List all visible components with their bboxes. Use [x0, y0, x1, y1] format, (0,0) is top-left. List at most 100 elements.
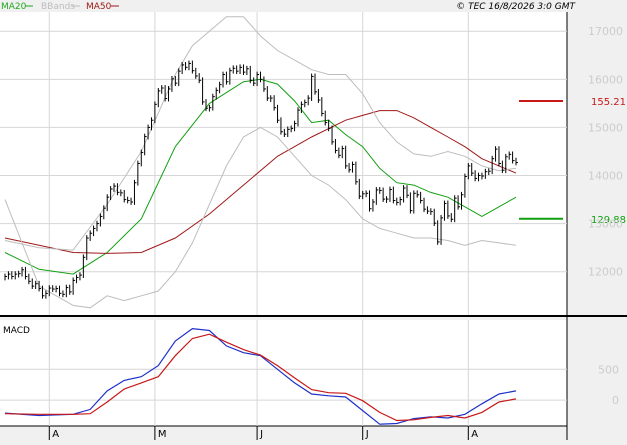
price-bar	[28, 273, 31, 285]
price-bar	[396, 197, 399, 206]
price-bar	[18, 270, 21, 278]
price-bar	[515, 157, 518, 166]
price-bar	[348, 163, 352, 173]
price-bar	[31, 278, 35, 290]
price-bar	[123, 189, 127, 203]
y-tick-label: 12000	[588, 266, 623, 279]
price-bar	[76, 274, 79, 284]
price-bar	[501, 160, 505, 174]
price-bar	[215, 87, 219, 100]
price-bar	[99, 213, 103, 227]
price-bar	[290, 125, 294, 133]
price-bar	[171, 75, 174, 92]
price-bar	[242, 64, 246, 76]
price-bar	[45, 290, 48, 299]
price-bar	[4, 273, 7, 281]
price-bar	[460, 191, 464, 210]
price-bar	[488, 168, 491, 176]
price-bar	[474, 170, 478, 182]
price-bar	[150, 117, 154, 131]
legend-ma50-label: MA50	[86, 2, 112, 12]
price-bar	[140, 149, 144, 167]
price-bar	[55, 285, 59, 293]
legend: MA20 BBands MA50	[1, 2, 119, 12]
x-tick-label: A	[52, 429, 59, 440]
price-bar	[328, 119, 331, 132]
price-levels: 155.21 129.88	[519, 97, 626, 226]
price-bar	[283, 128, 287, 138]
price-bar	[430, 208, 433, 215]
price-bar	[157, 87, 161, 108]
x-tick-label: A	[471, 429, 478, 440]
price-bar	[334, 138, 338, 154]
price-bar	[379, 187, 382, 194]
price-bar	[375, 187, 379, 205]
y-tick-label: 14000	[588, 170, 623, 183]
price-bar	[222, 71, 226, 88]
price-bar	[433, 208, 437, 227]
macd-panel	[0, 320, 567, 426]
price-bar	[24, 266, 28, 280]
price-bar	[266, 86, 270, 101]
axis-labels: 12000 13000 14000 15000 16000 17000 0 500 A M J J A	[48, 25, 623, 440]
price-bar	[239, 64, 243, 75]
x-tick-label: M	[158, 429, 167, 440]
price-bar	[195, 67, 198, 79]
price-bar	[420, 191, 423, 204]
price-bar	[386, 196, 389, 203]
price-bar	[161, 85, 164, 94]
ma20-line	[4, 78, 517, 275]
price-bar	[103, 205, 106, 220]
price-bar	[178, 68, 181, 87]
price-bar	[14, 271, 18, 280]
price-bar	[341, 145, 345, 159]
copyright-text: © TEC 16/8/2026 3:0 GMT	[456, 2, 576, 12]
price-bar	[413, 190, 416, 214]
price-bar	[212, 93, 215, 111]
price-bar	[277, 104, 280, 124]
price-bar	[137, 160, 140, 186]
price-bar	[311, 73, 314, 101]
price-panel	[0, 12, 567, 315]
price-bar	[106, 194, 110, 212]
macd-title: MACD	[3, 326, 30, 336]
price-bar	[287, 126, 290, 138]
price-bar	[423, 197, 427, 213]
price-bar	[382, 187, 386, 202]
price-bar	[403, 185, 406, 203]
price-bar	[147, 124, 151, 140]
price-bar	[331, 125, 335, 145]
price-bar	[495, 146, 498, 162]
price-bar	[96, 220, 99, 232]
price-bar	[437, 220, 440, 245]
price-level-label: 129.88	[591, 215, 626, 226]
price-bar	[225, 71, 229, 85]
price-bar	[300, 101, 304, 113]
price-bar	[358, 178, 362, 200]
price-bar	[263, 76, 266, 92]
y-tick-label: 17000	[588, 25, 623, 38]
legend-ma20-label: MA20	[1, 2, 27, 12]
price-bar	[198, 73, 202, 84]
y-tick-label: 15000	[588, 121, 623, 134]
price-bar	[324, 110, 328, 126]
x-tick-label: J	[259, 429, 263, 440]
price-bar	[72, 277, 76, 295]
price-bar	[362, 190, 365, 200]
price-bar	[52, 285, 55, 292]
price-bar	[447, 200, 450, 219]
price-bar	[338, 147, 341, 159]
y-tick-label: 16000	[588, 73, 623, 86]
y-tick-label: 13000	[588, 218, 623, 231]
price-bar	[35, 280, 38, 290]
price-bar	[512, 151, 515, 164]
price-bar	[471, 163, 474, 177]
x-tick-label: J	[365, 429, 369, 440]
price-bars	[4, 60, 518, 299]
price-bar	[62, 290, 65, 298]
price-bar	[464, 173, 467, 198]
price-bar	[351, 161, 355, 173]
price-bar	[185, 62, 188, 71]
price-bar	[416, 190, 420, 198]
price-bar	[280, 117, 283, 135]
